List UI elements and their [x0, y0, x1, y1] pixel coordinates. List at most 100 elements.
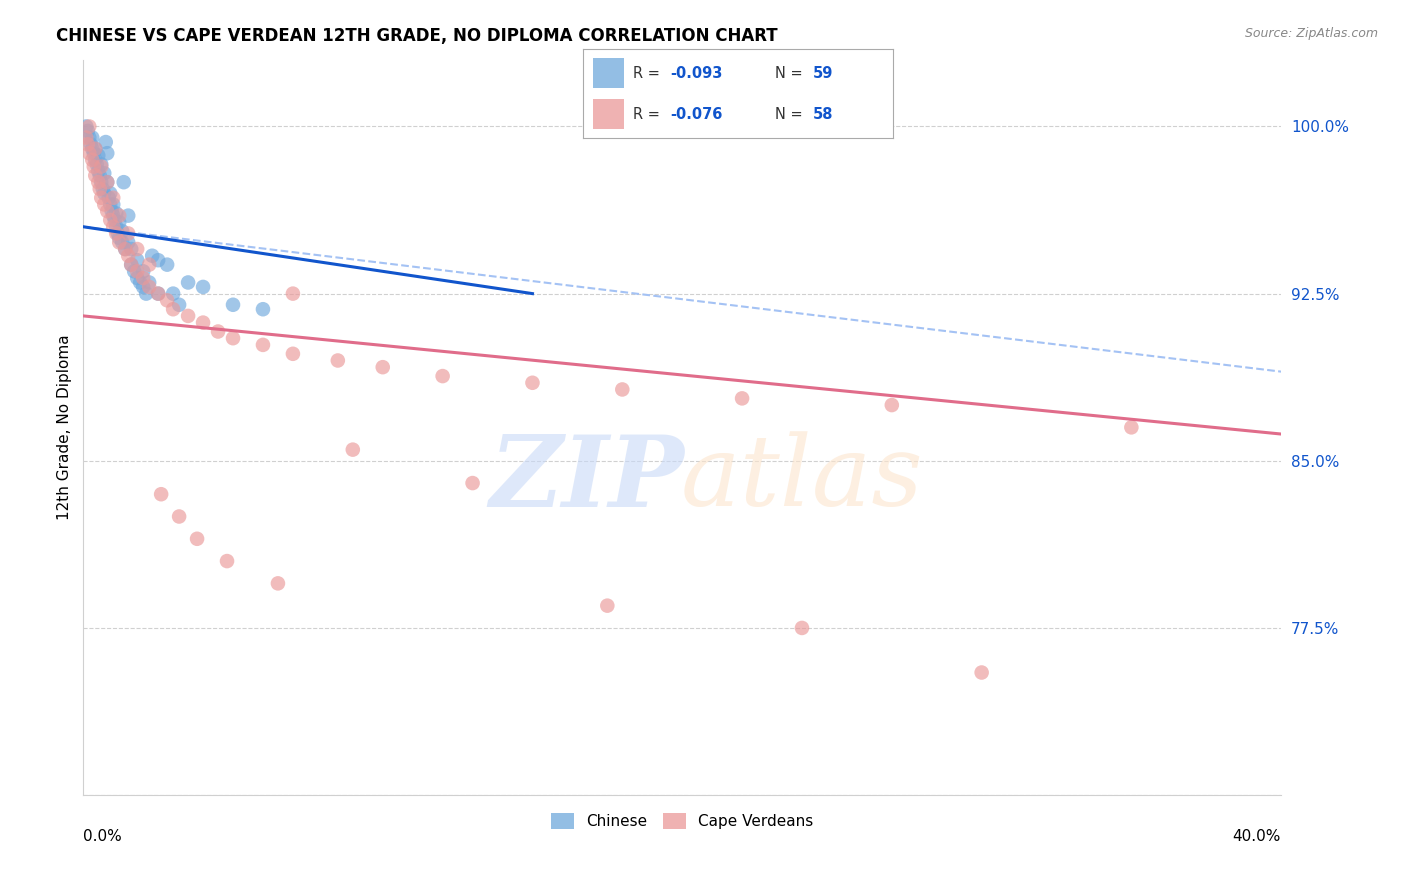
- Point: [132, 280, 155, 294]
- Point: [98, 186, 121, 201]
- Text: -0.093: -0.093: [671, 66, 723, 80]
- Point: [222, 298, 245, 312]
- Point: [77, 130, 100, 145]
- Point: [222, 331, 245, 345]
- Point: [82, 130, 104, 145]
- Point: [104, 213, 127, 227]
- Point: [132, 271, 155, 285]
- Point: [156, 293, 179, 308]
- Text: 40.0%: 40.0%: [1233, 829, 1281, 844]
- Point: [177, 309, 200, 323]
- Point: [96, 146, 118, 161]
- Point: [83, 146, 105, 161]
- Point: [167, 298, 190, 312]
- Point: [114, 242, 136, 256]
- Point: [108, 209, 131, 223]
- Point: [108, 215, 131, 229]
- Point: [127, 253, 149, 268]
- Point: [89, 169, 111, 183]
- Point: [90, 191, 112, 205]
- Point: [120, 258, 142, 272]
- Point: [522, 376, 544, 390]
- Point: [162, 286, 184, 301]
- Point: [120, 242, 142, 256]
- Text: ZIP: ZIP: [489, 431, 683, 527]
- Point: [97, 191, 120, 205]
- Point: [76, 124, 98, 138]
- Point: [138, 276, 160, 290]
- Point: [94, 135, 117, 149]
- Point: [117, 227, 139, 241]
- Point: [80, 137, 103, 152]
- Point: [167, 509, 190, 524]
- Point: [186, 532, 208, 546]
- Point: [111, 224, 134, 238]
- Y-axis label: 12th Grade, No Diploma: 12th Grade, No Diploma: [58, 334, 72, 520]
- Text: 58: 58: [813, 107, 832, 121]
- Point: [90, 157, 112, 171]
- Point: [84, 153, 107, 167]
- Point: [612, 383, 634, 397]
- Point: [162, 302, 184, 317]
- Point: [122, 264, 145, 278]
- Point: [146, 286, 169, 301]
- Point: [89, 182, 111, 196]
- Point: [326, 353, 349, 368]
- Point: [105, 206, 128, 220]
- Point: [141, 249, 163, 263]
- Text: R =: R =: [633, 66, 665, 80]
- Point: [252, 302, 274, 317]
- Point: [86, 157, 108, 171]
- Point: [146, 253, 169, 268]
- Point: [177, 276, 200, 290]
- Point: [103, 219, 125, 234]
- Text: -0.076: -0.076: [671, 107, 723, 121]
- Point: [103, 191, 125, 205]
- Point: [103, 209, 125, 223]
- Point: [77, 120, 100, 134]
- Point: [117, 235, 139, 250]
- Point: [98, 213, 121, 227]
- Point: [84, 142, 107, 156]
- Point: [77, 146, 100, 161]
- Point: [91, 182, 114, 196]
- Point: [90, 160, 112, 174]
- Point: [127, 271, 149, 285]
- Legend: Chinese, Cape Verdeans: Chinese, Cape Verdeans: [546, 807, 820, 835]
- Point: [107, 227, 129, 241]
- Point: [880, 398, 903, 412]
- Bar: [593, 99, 624, 129]
- Point: [138, 280, 160, 294]
- Point: [76, 137, 98, 152]
- Point: [135, 286, 157, 301]
- Point: [111, 235, 134, 250]
- Point: [93, 186, 115, 201]
- Point: [970, 665, 993, 680]
- Point: [1121, 420, 1143, 434]
- Point: [108, 231, 131, 245]
- Point: [129, 276, 152, 290]
- Point: [93, 166, 115, 180]
- Point: [461, 476, 484, 491]
- Point: [127, 264, 149, 278]
- Point: [132, 264, 155, 278]
- Point: [75, 130, 97, 145]
- Point: [117, 209, 139, 223]
- Point: [731, 392, 754, 406]
- Bar: [593, 58, 624, 88]
- Point: [103, 197, 125, 211]
- Point: [96, 175, 118, 189]
- Point: [112, 175, 135, 189]
- Text: 0.0%: 0.0%: [83, 829, 122, 844]
- Point: [93, 197, 115, 211]
- Text: atlas: atlas: [681, 431, 924, 526]
- Text: N =: N =: [775, 107, 807, 121]
- Point: [150, 487, 173, 501]
- Point: [281, 286, 304, 301]
- Point: [342, 442, 364, 457]
- Point: [281, 347, 304, 361]
- Text: CHINESE VS CAPE VERDEAN 12TH GRADE, NO DIPLOMA CORRELATION CHART: CHINESE VS CAPE VERDEAN 12TH GRADE, NO D…: [56, 27, 778, 45]
- Point: [98, 197, 121, 211]
- Point: [90, 175, 112, 189]
- Point: [100, 204, 122, 219]
